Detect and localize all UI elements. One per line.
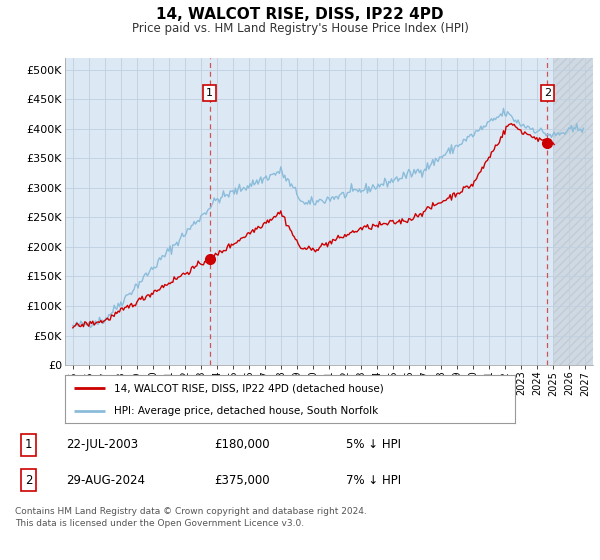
Text: 22-JUL-2003: 22-JUL-2003 [66, 438, 139, 451]
FancyBboxPatch shape [20, 469, 36, 491]
Text: This data is licensed under the Open Government Licence v3.0.: This data is licensed under the Open Gov… [15, 519, 304, 528]
Text: Contains HM Land Registry data © Crown copyright and database right 2024.: Contains HM Land Registry data © Crown c… [15, 507, 367, 516]
Text: 29-AUG-2024: 29-AUG-2024 [66, 474, 145, 487]
Text: £180,000: £180,000 [215, 438, 270, 451]
Text: 2: 2 [25, 474, 32, 487]
Text: HPI: Average price, detached house, South Norfolk: HPI: Average price, detached house, Sout… [114, 406, 379, 416]
Text: 1: 1 [25, 438, 32, 451]
Text: Price paid vs. HM Land Registry's House Price Index (HPI): Price paid vs. HM Land Registry's House … [131, 22, 469, 35]
Bar [553, 58, 593, 365]
Text: £375,000: £375,000 [215, 474, 270, 487]
Text: 14, WALCOT RISE, DISS, IP22 4PD (detached house): 14, WALCOT RISE, DISS, IP22 4PD (detache… [114, 383, 384, 393]
Text: 2: 2 [544, 88, 551, 98]
Text: 14, WALCOT RISE, DISS, IP22 4PD: 14, WALCOT RISE, DISS, IP22 4PD [156, 7, 444, 22]
FancyBboxPatch shape [20, 434, 36, 456]
Text: 5% ↓ HPI: 5% ↓ HPI [346, 438, 401, 451]
Text: 1: 1 [206, 88, 213, 98]
Text: 7% ↓ HPI: 7% ↓ HPI [346, 474, 401, 487]
